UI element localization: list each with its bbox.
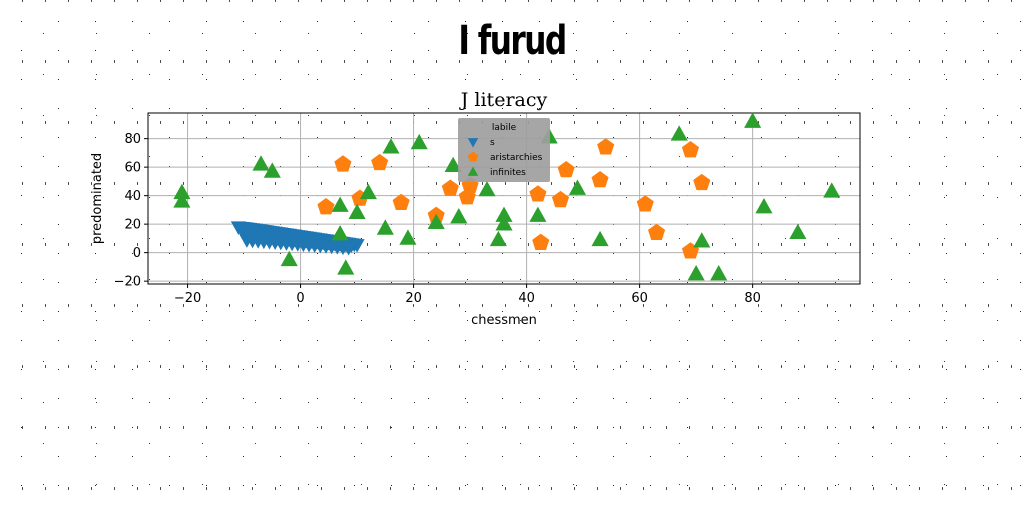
data-point bbox=[444, 156, 462, 173]
data-point bbox=[789, 223, 807, 239]
axis-ticks: −20 0 20 40 60 80 −20 0 20 40 60 80 bbox=[114, 132, 761, 306]
legend-entry-label: infinites bbox=[490, 168, 526, 178]
data-point bbox=[710, 265, 728, 281]
data-point bbox=[529, 185, 547, 202]
data-point bbox=[591, 170, 609, 188]
legend-marker bbox=[467, 166, 479, 176]
data-point bbox=[636, 195, 654, 212]
x-tick-label: 40 bbox=[518, 291, 535, 306]
data-point bbox=[495, 215, 513, 231]
data-point bbox=[410, 133, 428, 150]
x-tick-label: 80 bbox=[744, 291, 761, 306]
data-point bbox=[359, 183, 377, 200]
y-axis-label: predominated bbox=[90, 153, 105, 244]
data-point bbox=[334, 155, 352, 172]
data-point bbox=[252, 155, 270, 171]
y-tick-label: 80 bbox=[124, 132, 141, 147]
data-point bbox=[337, 259, 355, 275]
y-tick-label: 0 bbox=[133, 246, 141, 261]
data-point bbox=[693, 173, 711, 191]
data-point bbox=[551, 190, 570, 208]
data-point bbox=[744, 112, 762, 128]
data-point bbox=[648, 223, 666, 240]
data-point bbox=[392, 193, 410, 211]
legend: labile s aristarchies infinites bbox=[458, 118, 550, 182]
data-point bbox=[317, 198, 335, 215]
data-point bbox=[532, 233, 550, 250]
data-point bbox=[450, 208, 468, 224]
data-point bbox=[399, 229, 417, 245]
x-axis-label: chessmen bbox=[471, 313, 537, 328]
data-point bbox=[331, 196, 349, 212]
page-title: I furud bbox=[458, 18, 567, 64]
plot-area bbox=[147, 112, 861, 285]
data-point bbox=[568, 179, 587, 195]
x-tick-label: 20 bbox=[405, 291, 422, 306]
x-tick-label: −20 bbox=[174, 291, 201, 306]
data-point bbox=[263, 162, 281, 178]
legend-entry-label: aristarchies bbox=[490, 153, 543, 163]
series-infinites bbox=[173, 112, 841, 281]
data-point bbox=[280, 250, 298, 267]
legend-marker bbox=[467, 151, 479, 162]
data-point bbox=[557, 161, 575, 178]
data-point bbox=[591, 230, 609, 247]
y-tick-label: 40 bbox=[124, 189, 141, 204]
data-point bbox=[341, 241, 357, 256]
data-point bbox=[478, 180, 496, 197]
data-point bbox=[173, 183, 191, 200]
data-point bbox=[529, 206, 547, 222]
chart-title: J literacy bbox=[459, 89, 548, 111]
data-point bbox=[687, 265, 705, 281]
data-point bbox=[441, 179, 459, 196]
data-point bbox=[755, 198, 773, 214]
data-point bbox=[495, 206, 513, 222]
x-tick-label: 60 bbox=[631, 291, 648, 306]
data-point bbox=[331, 225, 349, 241]
data-point bbox=[371, 153, 389, 171]
series-aristarchies bbox=[317, 138, 711, 259]
y-tick-label: 20 bbox=[124, 218, 141, 233]
data-point bbox=[348, 203, 366, 220]
data-point bbox=[670, 125, 688, 141]
x-tick-label: 0 bbox=[296, 291, 304, 306]
legend-box bbox=[458, 118, 550, 182]
data-marks bbox=[173, 112, 841, 281]
data-point bbox=[681, 141, 700, 158]
data-point bbox=[382, 138, 400, 154]
data-point bbox=[823, 182, 841, 198]
data-point bbox=[376, 219, 394, 235]
data-point bbox=[597, 138, 615, 155]
y-tick-label: −20 bbox=[114, 275, 141, 290]
data-point bbox=[489, 230, 507, 247]
data-point bbox=[693, 232, 711, 248]
data-point bbox=[173, 192, 191, 208]
y-tick-label: 60 bbox=[124, 161, 141, 176]
legend-entry-label: s bbox=[490, 138, 495, 148]
legend-marker bbox=[467, 138, 479, 148]
data-point bbox=[427, 213, 445, 230]
legend-title: labile bbox=[492, 123, 517, 133]
